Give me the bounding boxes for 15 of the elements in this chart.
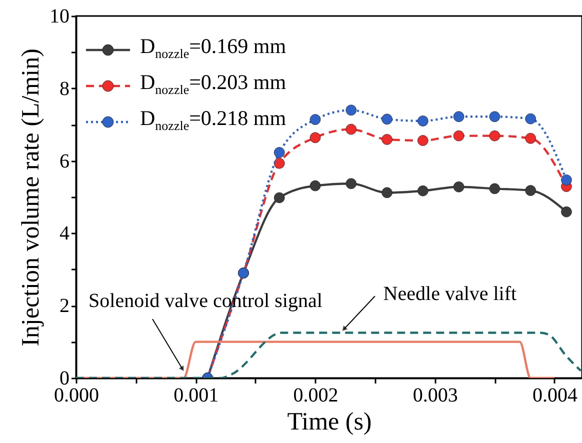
y-tick-label: 10 <box>50 6 70 28</box>
y-axis-title: Injection volume rate (L/min) <box>18 48 44 346</box>
x-tick-label: 0.001 <box>174 384 219 406</box>
legend-label: D$_{nozzle}$=0.218 mm <box>140 105 286 136</box>
legend-label: D$_{nozzle}$=0.203 mm <box>140 69 286 100</box>
x-axis-title: Time (s) <box>287 408 372 436</box>
x-tick-label: 0.004 <box>532 384 578 406</box>
y-tick-label: 6 <box>60 150 70 172</box>
y-tick-label: 4 <box>60 222 70 245</box>
legend-label: D$_{nozzle}$=0.169 mm <box>140 33 286 64</box>
x-tick-label: 0.003 <box>412 384 458 406</box>
y-tick-label: 8 <box>60 78 70 100</box>
annotation: Needle valve lift <box>383 283 518 306</box>
x-tick-label: 0.002 <box>293 384 338 406</box>
y-tick-label: 2 <box>60 295 70 318</box>
